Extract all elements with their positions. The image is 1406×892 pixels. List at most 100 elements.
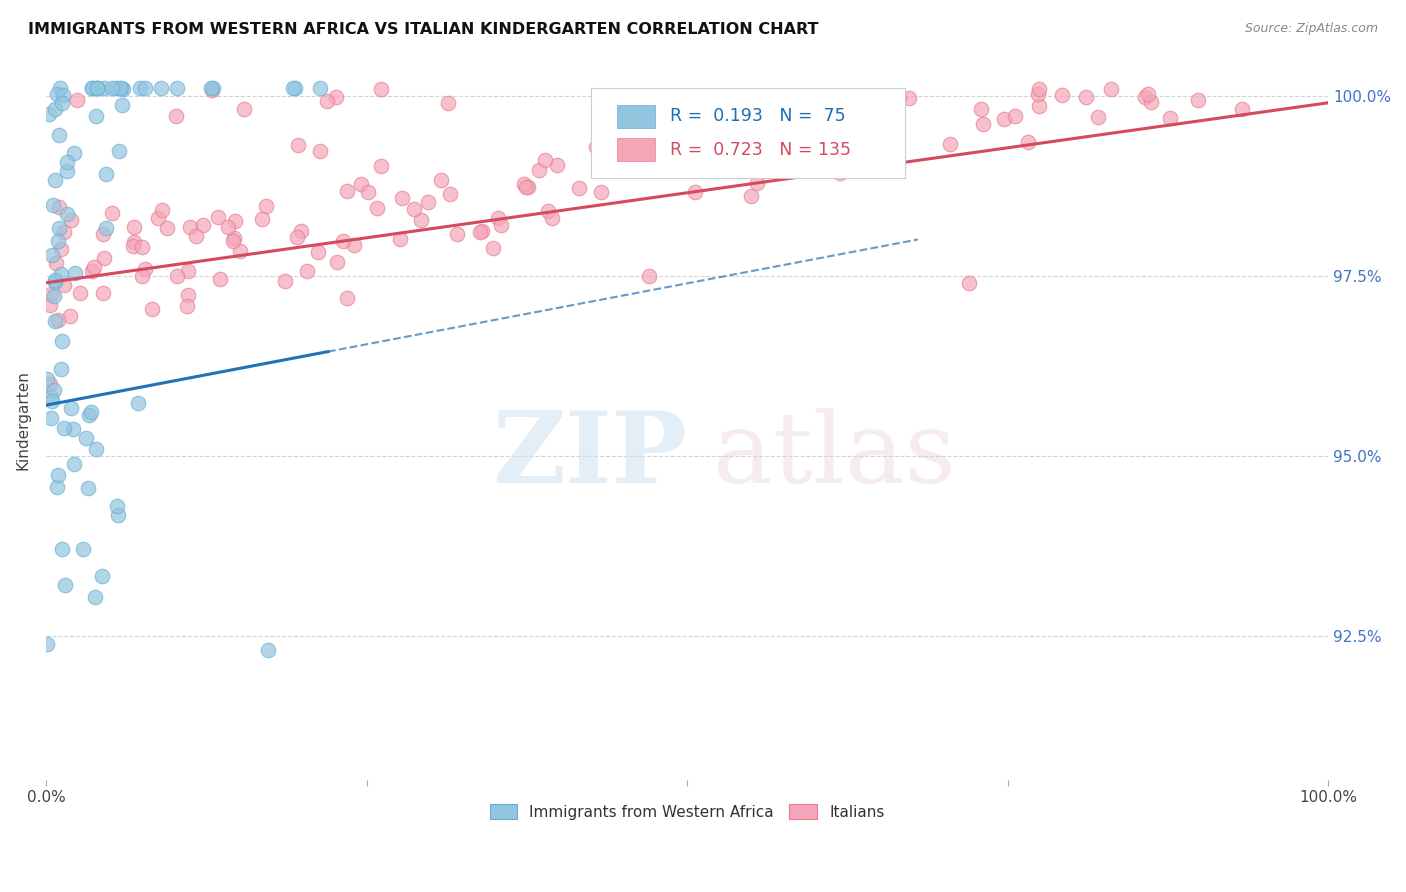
Point — [58, 310, 80, 324]
Point — [84, 590, 107, 604]
Point — [1074, 90, 1097, 104]
Point — [250, 212, 273, 227]
Point — [38, 107, 60, 121]
Point — [657, 146, 679, 161]
Point — [38, 376, 60, 391]
Point — [131, 268, 153, 283]
Point — [186, 228, 208, 243]
Point — [1135, 90, 1157, 104]
Point — [287, 138, 309, 153]
Point — [332, 234, 354, 248]
Point — [155, 221, 177, 235]
Point — [94, 167, 117, 181]
Point — [84, 109, 107, 123]
Point — [46, 87, 69, 101]
Point — [761, 145, 783, 160]
Point — [179, 219, 201, 234]
Legend: Immigrants from Western Africa, Italians: Immigrants from Western Africa, Italians — [484, 798, 890, 826]
Point — [1137, 87, 1160, 102]
Point — [515, 179, 537, 194]
Point — [86, 81, 108, 95]
Point — [751, 164, 773, 178]
Point — [233, 102, 256, 116]
Point — [124, 220, 146, 235]
Point — [39, 286, 62, 301]
Point — [307, 244, 329, 259]
Point — [827, 160, 849, 174]
Point — [39, 390, 62, 404]
Point — [49, 242, 72, 256]
Point — [486, 211, 509, 225]
Point — [44, 102, 66, 116]
Point — [37, 371, 59, 385]
Point — [56, 155, 79, 169]
Point — [49, 361, 72, 376]
Point — [887, 90, 910, 104]
Point — [48, 221, 70, 235]
Point — [209, 272, 232, 286]
Point — [39, 298, 62, 312]
Y-axis label: Kindergarten: Kindergarten — [15, 369, 30, 469]
Point — [107, 508, 129, 522]
Point — [224, 214, 246, 228]
Point — [77, 409, 100, 423]
Point — [295, 263, 318, 277]
Text: IMMIGRANTS FROM WESTERN AFRICA VS ITALIAN KINDERGARTEN CORRELATION CHART: IMMIGRANTS FROM WESTERN AFRICA VS ITALIA… — [28, 22, 818, 37]
Text: atlas: atlas — [713, 408, 956, 503]
Point — [53, 225, 76, 239]
Point — [48, 128, 70, 143]
Point — [82, 81, 104, 95]
Point — [585, 140, 607, 154]
Bar — [617, 138, 655, 161]
Point — [793, 122, 815, 136]
Point — [855, 133, 877, 147]
Point — [1087, 110, 1109, 124]
Point — [63, 145, 86, 160]
Point — [59, 401, 82, 415]
Point — [41, 247, 63, 261]
Point — [308, 144, 330, 158]
Point — [898, 91, 921, 105]
Point — [46, 235, 69, 249]
Point — [94, 220, 117, 235]
Point — [1099, 82, 1122, 96]
Point — [1004, 109, 1026, 123]
Point — [470, 225, 492, 239]
Point — [534, 153, 557, 167]
Point — [207, 210, 229, 224]
Point — [489, 219, 512, 233]
Point — [516, 179, 538, 194]
Point — [326, 255, 349, 269]
Point — [41, 198, 63, 212]
Point — [46, 312, 69, 326]
Text: ZIP: ZIP — [492, 407, 688, 504]
Point — [66, 93, 89, 107]
Point — [673, 136, 696, 151]
Point — [52, 421, 75, 435]
Point — [82, 81, 104, 95]
Point — [336, 291, 359, 305]
Point — [127, 396, 149, 410]
Point — [60, 213, 83, 227]
Point — [217, 220, 239, 235]
Point — [366, 201, 388, 215]
Point — [284, 81, 307, 95]
Point — [794, 135, 817, 149]
Point — [49, 81, 72, 95]
Point — [108, 144, 131, 158]
Point — [80, 404, 103, 418]
Point — [309, 81, 332, 95]
Point — [44, 173, 66, 187]
Bar — [617, 105, 655, 128]
Text: R =  0.193   N =  75: R = 0.193 N = 75 — [671, 107, 846, 125]
Point — [830, 166, 852, 180]
Point — [44, 314, 66, 328]
Text: R =  0.723   N = 135: R = 0.723 N = 135 — [671, 141, 852, 159]
Point — [437, 96, 460, 111]
Point — [939, 136, 962, 151]
Point — [39, 410, 62, 425]
Point — [72, 541, 94, 556]
Point — [63, 457, 86, 471]
Point — [86, 81, 108, 95]
Point — [55, 578, 77, 592]
